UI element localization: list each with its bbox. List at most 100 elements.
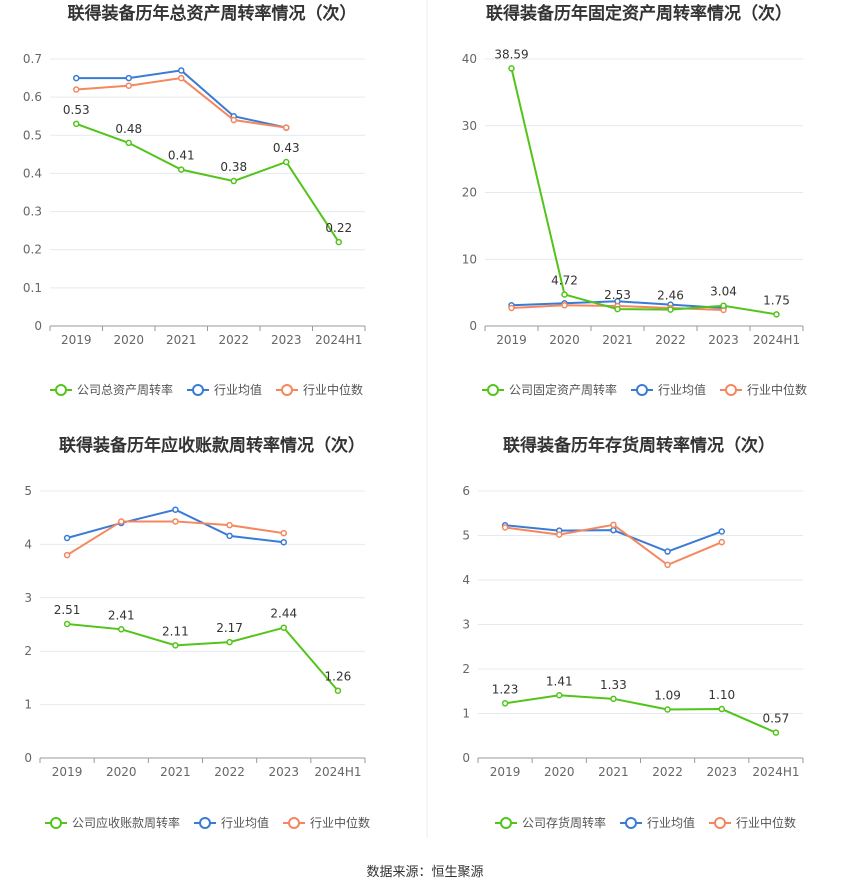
data-point-company xyxy=(561,291,568,298)
chart-panel-4: 联得装备历年存货周转率情况（次） 0 1 2 3 4 5 6 2019 2020 2021 2022 2… xyxy=(462,435,804,830)
series-line-company xyxy=(510,68,777,316)
data-point-company xyxy=(63,620,71,628)
legend-swatch-marker xyxy=(714,817,726,829)
data-point-industry_avg xyxy=(226,532,233,540)
data-point-industry_median xyxy=(664,561,671,569)
data-point-industry_median xyxy=(178,74,185,82)
chart-panel-1: 联得装备历年总资产周转率情况（次） 0 0.1 0.2 0.3 0.4 0.5 0.6 0.7 2… xyxy=(23,3,366,397)
legend-item-company[interactable]: 公司总资产周转率 xyxy=(50,382,173,397)
x-tick-label: 2020 xyxy=(549,333,580,347)
legend-item-industry_median[interactable]: 行业中位数 xyxy=(276,382,363,397)
x-tick-label: 2024H1 xyxy=(753,333,800,347)
legend-item-industry_median[interactable]: 行业中位数 xyxy=(720,382,807,397)
x-tick-label: 2022 xyxy=(655,333,686,347)
y-tick-label: 2 xyxy=(24,644,32,658)
legend-item-industry_avg[interactable]: 行业均值 xyxy=(194,815,269,830)
y-tick-label: 2 xyxy=(462,662,470,676)
y-tick-label: 1 xyxy=(462,707,470,721)
legend-swatch-marker xyxy=(500,817,512,829)
y-tick-label: 0.6 xyxy=(23,90,42,104)
legend-label: 公司应收账款周转率 xyxy=(72,815,180,830)
data-point-industry_median xyxy=(230,116,237,124)
legend-item-company[interactable]: 公司存货周转率 xyxy=(495,815,606,830)
data-point-company xyxy=(226,638,233,646)
y-tick-label: 4 xyxy=(462,573,470,587)
data-point-company xyxy=(773,311,780,318)
data-point-company xyxy=(283,158,290,166)
y-tick-label: 0.2 xyxy=(23,243,42,257)
data-point-industry_median xyxy=(280,529,287,537)
legend-item-industry_avg[interactable]: 行业均值 xyxy=(620,815,695,830)
data-label: 38.59 xyxy=(494,47,528,61)
legend-swatch-marker xyxy=(636,384,648,396)
data-point-industry_median xyxy=(718,538,725,546)
data-label: 0.53 xyxy=(63,103,90,117)
data-point-company xyxy=(118,626,125,633)
data-point-company xyxy=(280,624,287,631)
data-label: 1.10 xyxy=(708,688,735,702)
data-point-industry_avg xyxy=(63,534,71,542)
legend-item-industry_avg[interactable]: 行业均值 xyxy=(187,382,262,397)
x-tick-label: 2020 xyxy=(106,765,137,779)
legend-item-industry_median[interactable]: 行业中位数 xyxy=(283,815,370,830)
series-line-industry_avg xyxy=(66,508,284,544)
legend-swatch-marker xyxy=(625,817,637,829)
legend-item-industry_median[interactable]: 行业中位数 xyxy=(709,815,796,830)
y-tick-label: 0.1 xyxy=(23,281,42,295)
data-point-industry_median xyxy=(226,521,233,529)
x-tick-label: 2019 xyxy=(52,765,83,779)
y-tick-label: 1 xyxy=(24,698,32,712)
y-tick-label: 0 xyxy=(34,319,42,333)
data-point-company xyxy=(178,166,185,173)
legend-label: 行业均值 xyxy=(221,815,269,830)
legend-swatch-marker xyxy=(55,384,67,396)
data-point-company xyxy=(664,706,671,713)
data-point-company xyxy=(501,700,509,707)
data-label: 0.43 xyxy=(273,141,300,155)
data-label: 3.04 xyxy=(710,285,737,299)
data-point-company xyxy=(772,729,780,736)
data-label: 0.41 xyxy=(168,149,195,163)
legend-item-company[interactable]: 公司应收账款周转率 xyxy=(45,815,180,830)
legend-label: 行业均值 xyxy=(647,815,695,830)
x-tick-label: 2019 xyxy=(496,333,527,347)
data-point-company xyxy=(614,305,621,313)
y-tick-label: 0.5 xyxy=(23,128,42,142)
x-tick-label: 2021 xyxy=(602,333,633,347)
data-point-industry_median xyxy=(508,304,515,312)
data-label: 1.33 xyxy=(600,678,627,692)
data-point-industry_median xyxy=(118,518,125,525)
data-label: 2.46 xyxy=(657,289,684,303)
data-point-industry_median xyxy=(501,524,509,531)
legend-swatch-marker xyxy=(50,817,62,829)
data-label: 2.51 xyxy=(54,603,81,617)
legend-label: 行业均值 xyxy=(658,382,706,397)
data-point-company xyxy=(172,642,179,649)
chart-panel-3: 联得装备历年应收账款周转率情况（次） 0 1 2 3 4 5 2019 2020 2021 2022… xyxy=(24,435,370,830)
data-point-company xyxy=(334,687,342,694)
legend-swatch-marker xyxy=(487,384,499,396)
data-label: 0.22 xyxy=(325,221,352,235)
data-label: 2.41 xyxy=(108,608,135,622)
y-tick-label: 0 xyxy=(462,751,470,765)
x-tick-label: 2019 xyxy=(61,333,92,347)
legend-item-industry_avg[interactable]: 行业均值 xyxy=(631,382,706,397)
legend-swatch-marker xyxy=(192,384,204,396)
data-point-industry_median xyxy=(172,518,179,525)
data-point-industry_median xyxy=(283,124,290,131)
x-tick-label: 2021 xyxy=(166,333,197,347)
x-tick-label: 2020 xyxy=(113,333,144,347)
data-label: 1.23 xyxy=(492,682,519,696)
data-label: 2.17 xyxy=(216,621,243,635)
y-tick-label: 40 xyxy=(462,52,477,66)
data-source: 数据来源：恒生聚源 xyxy=(366,865,483,880)
data-point-company xyxy=(335,238,342,246)
x-tick-label: 2022 xyxy=(214,765,245,779)
legend-swatch-marker xyxy=(199,817,211,829)
y-tick-label: 0 xyxy=(469,319,477,333)
chart-panel-2: 联得装备历年固定资产周转率情况（次） 0 10 20 30 40 2019 2020 2021 2… xyxy=(462,3,807,397)
legend-item-company[interactable]: 公司固定资产周转率 xyxy=(482,382,617,397)
chart-title: 联得装备历年存货周转率情况（次） xyxy=(503,435,775,456)
x-tick-label: 2021 xyxy=(160,765,191,779)
x-tick-label: 2022 xyxy=(218,333,249,347)
